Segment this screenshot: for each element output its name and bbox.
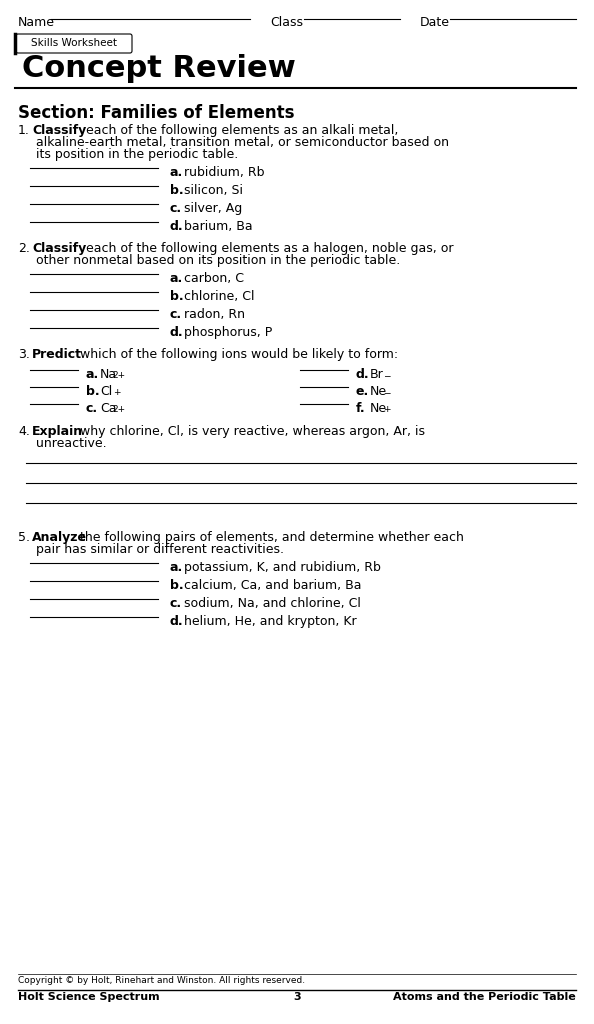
Text: Atoms and the Periodic Table: Atoms and the Periodic Table <box>393 992 576 1002</box>
Text: Explain: Explain <box>32 425 83 438</box>
Text: 2.: 2. <box>18 242 30 255</box>
Text: a.: a. <box>86 368 99 381</box>
Text: a.: a. <box>170 561 184 574</box>
Text: +: + <box>383 406 390 414</box>
Text: each of the following elements as a halogen, noble gas, or: each of the following elements as a halo… <box>86 242 454 255</box>
Text: silicon, Si: silicon, Si <box>184 184 243 197</box>
Text: Concept Review: Concept Review <box>22 54 296 83</box>
Text: Predict: Predict <box>32 348 82 361</box>
Text: Copyright © by Holt, Rinehart and Winston. All rights reserved.: Copyright © by Holt, Rinehart and Winsto… <box>18 976 305 985</box>
Text: 3: 3 <box>293 992 301 1002</box>
Text: d.: d. <box>170 615 184 628</box>
Text: Holt Science Spectrum: Holt Science Spectrum <box>18 992 160 1002</box>
Text: 4.: 4. <box>18 425 30 438</box>
Text: c.: c. <box>170 308 182 321</box>
Text: Section: Families of Elements: Section: Families of Elements <box>18 104 295 122</box>
Text: Analyze: Analyze <box>32 531 87 544</box>
Text: e.: e. <box>356 385 369 398</box>
Text: a.: a. <box>170 166 184 179</box>
Text: c.: c. <box>170 202 182 215</box>
Text: Date: Date <box>420 16 450 29</box>
Text: phosphorus, P: phosphorus, P <box>184 326 272 339</box>
Text: Ne: Ne <box>370 385 387 398</box>
Text: Name: Name <box>18 16 55 29</box>
Text: Na: Na <box>100 368 117 381</box>
Text: each of the following elements as an alkali metal,: each of the following elements as an alk… <box>86 124 399 137</box>
Text: Skills Worksheet: Skills Worksheet <box>31 39 117 48</box>
Text: Ca: Ca <box>100 402 116 415</box>
Text: its position in the periodic table.: its position in the periodic table. <box>36 148 238 161</box>
Text: 2+: 2+ <box>113 406 126 414</box>
Text: b.: b. <box>170 579 184 592</box>
Text: barium, Ba: barium, Ba <box>184 220 252 233</box>
Text: a.: a. <box>170 272 184 285</box>
Text: 1.: 1. <box>18 124 30 137</box>
Text: calcium, Ca, and barium, Ba: calcium, Ca, and barium, Ba <box>184 579 362 592</box>
Text: b.: b. <box>86 385 100 398</box>
Text: the following pairs of elements, and determine whether each: the following pairs of elements, and det… <box>80 531 463 544</box>
Text: unreactive.: unreactive. <box>36 437 107 450</box>
Text: b.: b. <box>170 184 184 197</box>
Text: 5.: 5. <box>18 531 30 544</box>
Text: d.: d. <box>170 326 184 339</box>
Text: 3.: 3. <box>18 348 30 361</box>
Text: Classify: Classify <box>32 242 86 255</box>
Text: carbon, C: carbon, C <box>184 272 244 285</box>
Text: 2+: 2+ <box>113 371 126 380</box>
Text: d.: d. <box>356 368 369 381</box>
Text: helium, He, and krypton, Kr: helium, He, and krypton, Kr <box>184 615 356 628</box>
Text: f.: f. <box>356 402 366 415</box>
Text: pair has similar or different reactivities.: pair has similar or different reactiviti… <box>36 543 284 556</box>
Text: sodium, Na, and chlorine, Cl: sodium, Na, and chlorine, Cl <box>184 597 361 610</box>
Text: −: − <box>383 388 390 397</box>
Text: rubidium, Rb: rubidium, Rb <box>184 166 264 179</box>
Text: potassium, K, and rubidium, Rb: potassium, K, and rubidium, Rb <box>184 561 381 574</box>
Text: radon, Rn: radon, Rn <box>184 308 245 321</box>
Text: b.: b. <box>170 290 184 303</box>
Text: other nonmetal based on its position in the periodic table.: other nonmetal based on its position in … <box>36 254 400 267</box>
Text: c.: c. <box>170 597 182 610</box>
Text: alkaline-earth metal, transition metal, or semiconductor based on: alkaline-earth metal, transition metal, … <box>36 136 449 150</box>
Text: +: + <box>113 388 120 397</box>
Text: chlorine, Cl: chlorine, Cl <box>184 290 254 303</box>
FancyBboxPatch shape <box>16 34 132 53</box>
Text: Cl: Cl <box>100 385 112 398</box>
Text: Br: Br <box>370 368 384 381</box>
Text: c.: c. <box>86 402 98 415</box>
Text: Class: Class <box>270 16 303 29</box>
Text: silver, Ag: silver, Ag <box>184 202 242 215</box>
Text: which of the following ions would be likely to form:: which of the following ions would be lik… <box>80 348 398 361</box>
Text: −: − <box>383 371 390 380</box>
Text: Classify: Classify <box>32 124 86 137</box>
Text: Ne: Ne <box>370 402 387 415</box>
Text: d.: d. <box>170 220 184 233</box>
Text: why chlorine, Cl, is very reactive, whereas argon, Ar, is: why chlorine, Cl, is very reactive, wher… <box>80 425 425 438</box>
